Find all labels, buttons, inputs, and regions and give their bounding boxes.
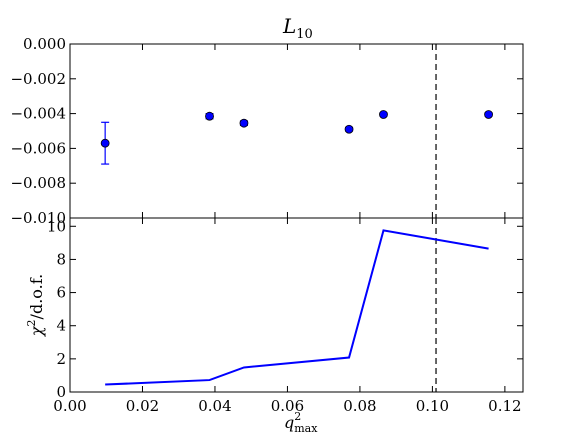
bottom-x-tick-label: 0.08: [343, 397, 376, 415]
top-y-tick-label: −0.006: [10, 139, 66, 157]
ylabel-rest: /d.o.f.: [27, 274, 46, 320]
top-ticks: 0.000 −0.002 −0.004 −0.006 −0.008 −0.010: [10, 35, 523, 227]
title-subscript: 10: [296, 27, 313, 42]
x-axis-label: q2 max: [284, 410, 318, 435]
bottom-y-tick-label: 8: [56, 250, 66, 268]
top-panel: 0.000 −0.002 −0.004 −0.006 −0.008 −0.010: [10, 35, 524, 227]
xlabel-sub: max: [294, 422, 318, 435]
chart-title: L10: [282, 14, 313, 42]
top-y-tick-label: −0.010: [10, 209, 66, 227]
bottom-y-axis-label: χ2/d.o.f.: [25, 274, 46, 337]
ylabel-main: χ: [27, 325, 46, 337]
bottom-axes-frame: [69, 217, 524, 393]
top-error-bars: [101, 112, 493, 165]
chi2-series-line: [105, 229, 489, 386]
data-point: [100, 138, 110, 148]
bottom-x-tick-label: 0.00: [53, 397, 86, 415]
data-point: [239, 118, 249, 128]
top-y-tick-label: −0.002: [10, 70, 66, 88]
xlabel-sup: 2: [294, 410, 301, 423]
bottom-ticks: 0 2 4 6 8 10 0.00 0.02 0.04 0.06 0.08 0.10 0.12: [47, 217, 523, 415]
data-point: [484, 110, 493, 119]
top-y-tick-label: −0.004: [10, 105, 66, 123]
data-point: [379, 110, 388, 119]
bottom-x-tick-label: 0.10: [416, 397, 449, 415]
top-y-tick-label: −0.008: [10, 174, 66, 192]
bottom-x-tick-label: 0.12: [488, 397, 521, 415]
bottom-y-tick-label: 0: [56, 383, 66, 401]
bottom-y-tick-label: 10: [47, 217, 66, 235]
top-axes-frame: [69, 43, 524, 219]
bottom-x-tick-label: 0.04: [198, 397, 231, 415]
title-main: L: [282, 14, 296, 38]
bottom-y-tick-label: 6: [56, 284, 66, 302]
xlabel-main: q: [284, 413, 294, 432]
bottom-y-tick-label: 2: [56, 350, 66, 368]
bottom-panel: 0 2 4 6 8 10 0.00 0.02 0.04 0.06 0.08 0.10 0.12: [47, 217, 524, 415]
data-point: [344, 124, 354, 134]
top-data-points: [100, 110, 493, 148]
bottom-x-tick-label: 0.02: [126, 397, 159, 415]
top-y-tick-label: 0.000: [23, 35, 66, 53]
bottom-y-tick-label: 4: [56, 317, 66, 335]
data-point: [205, 111, 214, 121]
ylabel-sup: 2: [25, 319, 38, 326]
bottom-x-tick-label: 0.06: [271, 397, 304, 415]
